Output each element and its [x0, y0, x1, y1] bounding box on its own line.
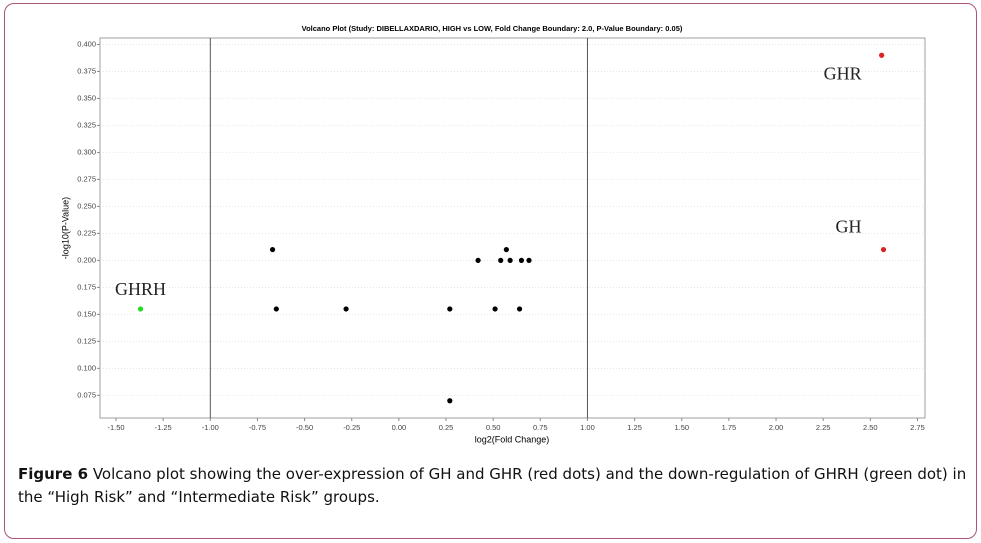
point-label: GHRH [115, 279, 166, 299]
data-point [879, 52, 885, 58]
x-tick-label: -1.25 [155, 423, 172, 432]
y-tick-label: 0.375 [77, 66, 96, 75]
x-tick-label: 1.50 [674, 423, 689, 432]
data-point [880, 246, 887, 253]
chart: Volcano Plot (Study: DIBELLAXDARIO, HIGH… [60, 24, 926, 444]
figure-frame [4, 3, 977, 539]
x-tick-label: 1.25 [627, 423, 642, 432]
x-tick-label: 0.50 [486, 423, 501, 432]
y-tick-label: 0.350 [77, 93, 96, 102]
x-tick-label: 0.25 [439, 423, 454, 432]
x-tick-label: 2.75 [910, 423, 925, 432]
data-point [498, 257, 504, 263]
y-tick-label: 0.250 [77, 201, 96, 210]
data-point [273, 306, 279, 312]
y-tick-label: 0.100 [77, 363, 96, 372]
y-tick-label: 0.300 [77, 147, 96, 156]
data-point [518, 257, 525, 263]
plot-area [99, 37, 926, 419]
data-point [503, 246, 509, 253]
data-point [526, 257, 532, 263]
data-point [269, 246, 276, 253]
caption: Figure 6 Volcano plot showing the over-e… [18, 463, 973, 509]
x-tick-label: 2.00 [769, 423, 784, 432]
x-axis-label: log2(Fold Change) [475, 434, 550, 444]
chart-title: Volcano Plot (Study: DIBELLAXDARIO, HIGH… [302, 24, 683, 33]
point-label: GH [836, 217, 862, 237]
x-tick-label: 2.25 [816, 423, 831, 432]
x-tick-label: 2.50 [863, 423, 878, 432]
y-tick-label: 0.225 [77, 228, 96, 237]
data-point [447, 306, 453, 312]
data-point [492, 306, 498, 312]
y-tick-label: 0.200 [77, 255, 96, 264]
data-point [447, 398, 453, 404]
y-tick-label: 0.175 [77, 282, 96, 291]
caption-label: Figure 6 [18, 465, 89, 483]
x-tick-label: -1.00 [202, 423, 219, 432]
y-axis-label: -log10(P-Value) [60, 197, 70, 259]
y-tick-label: 0.325 [77, 120, 96, 129]
point-label: GHR [824, 63, 862, 83]
data-point [475, 257, 481, 263]
x-tick-label: -0.50 [296, 423, 313, 432]
x-tick-label: -0.25 [343, 423, 360, 432]
x-tick-label: 1.75 [722, 423, 737, 432]
y-tick-label: 0.075 [77, 390, 96, 399]
data-point [343, 306, 349, 312]
x-tick-label: -1.50 [107, 423, 124, 432]
x-tick-label: 0.00 [392, 423, 407, 432]
y-tick-label: 0.150 [77, 309, 96, 318]
y-tick-label: 0.275 [77, 174, 96, 183]
y-tick-label: 0.400 [77, 39, 96, 48]
data-point [516, 306, 523, 312]
data-point [507, 257, 513, 263]
data-point [137, 306, 144, 312]
y-tick-label: 0.125 [77, 336, 96, 345]
x-tick-label: 1.00 [580, 423, 595, 432]
caption-text: Volcano plot showing the over-expression… [18, 465, 967, 506]
x-tick-label: -0.75 [249, 423, 266, 432]
x-tick-label: 0.75 [533, 423, 548, 432]
